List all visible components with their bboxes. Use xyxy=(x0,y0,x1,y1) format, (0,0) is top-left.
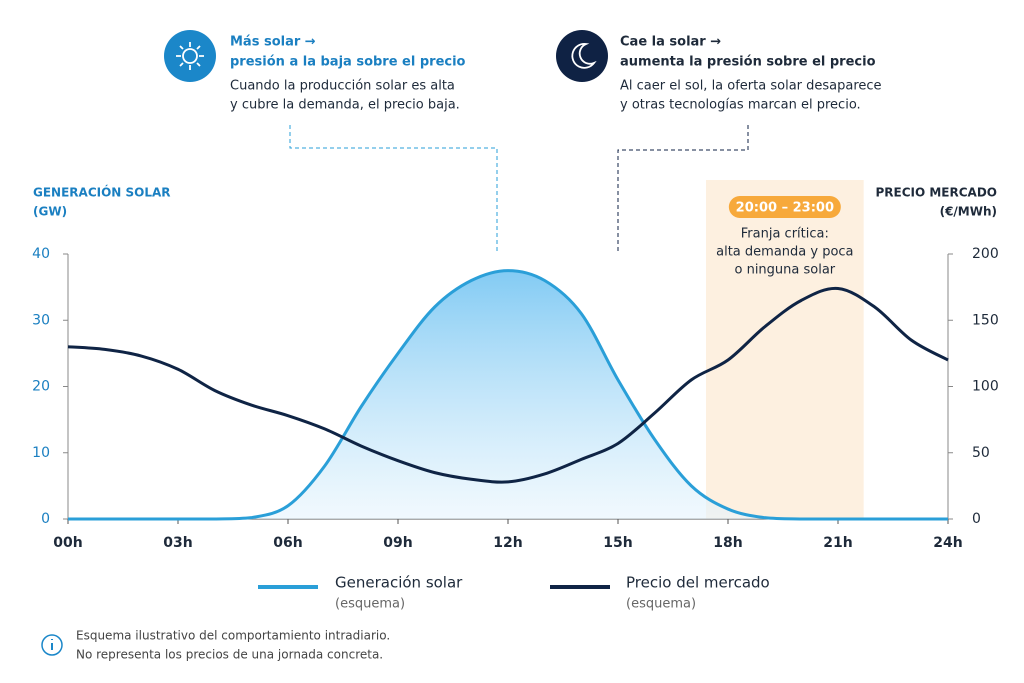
x-tick-label: 06h xyxy=(273,535,302,551)
footnote: Esquema ilustrativo del comportamiento i… xyxy=(76,629,390,643)
highlight-pill xyxy=(728,196,841,218)
highlight-text: alta demanda y poca xyxy=(716,245,853,260)
moon xyxy=(571,43,597,69)
y2-tick-label: 0 xyxy=(972,511,981,527)
highlight-text: o ninguna solar xyxy=(735,263,836,278)
legend-label: Generación solar xyxy=(335,574,463,592)
y2-axis-label: PRECIO MERCADO xyxy=(875,186,997,200)
info-icon xyxy=(41,634,63,656)
highlight-text: Franja crítica: xyxy=(741,227,829,242)
x-tick-label: 18h xyxy=(713,535,742,551)
x-tick-label: 24h xyxy=(933,535,962,551)
callout-text: y otras tecnologías marcan el precio. xyxy=(620,98,861,113)
footnote: No representa los precios de una jornada… xyxy=(76,648,383,662)
sun-icon xyxy=(164,30,216,82)
y-tick-label: 20 xyxy=(32,379,50,395)
callout-text: Al caer el sol, la oferta solar desapare… xyxy=(620,79,882,94)
x-tick-label: 09h xyxy=(383,535,412,551)
callout-text: y cubre la demanda, el precio baja. xyxy=(230,98,460,113)
highlight-label: 20:00 – 23:00 xyxy=(736,201,834,216)
x-tick-label: 21h xyxy=(823,535,852,551)
callout-title: Cae la solar → xyxy=(620,35,721,50)
callout-text: Cuando la producción solar es alta xyxy=(230,79,455,94)
callout-title: Más solar → xyxy=(230,35,316,50)
callout-title: aumenta la presión sobre el precio xyxy=(620,55,876,70)
x-tick-label: 03h xyxy=(163,535,192,551)
x-tick-label: 15h xyxy=(603,535,632,551)
series-line xyxy=(68,269,948,521)
y-tick-label: 0 xyxy=(41,511,50,527)
connector xyxy=(289,125,498,252)
y-tick-label: 30 xyxy=(32,312,50,328)
connector xyxy=(617,125,749,252)
x-tick-label: 00h xyxy=(53,535,82,551)
legend-note: (esquema) xyxy=(626,597,696,612)
y2-tick-label: 200 xyxy=(972,246,999,262)
y2-tick-label: 150 xyxy=(972,312,999,328)
y2-tick-label: 50 xyxy=(972,445,990,461)
legend-note: (esquema) xyxy=(335,597,405,612)
y-tick-label: 40 xyxy=(32,246,50,262)
y2-axis-label: (€/MWh) xyxy=(940,205,997,219)
series-line xyxy=(67,286,949,484)
legend-label: Precio del mercado xyxy=(626,574,770,592)
y-axis-label: (GW) xyxy=(33,205,67,219)
moon-icon xyxy=(556,30,608,82)
y-tick-label: 10 xyxy=(32,445,50,461)
callout-title: presión a la baja sobre el precio xyxy=(230,55,466,70)
y-axis-label: GENERACIÓN SOLAR xyxy=(33,185,171,200)
y2-tick-label: 100 xyxy=(972,379,999,395)
sun-rays xyxy=(176,42,204,70)
area xyxy=(68,270,948,519)
x-tick-label: 12h xyxy=(493,535,522,551)
highlight-band xyxy=(706,180,864,519)
